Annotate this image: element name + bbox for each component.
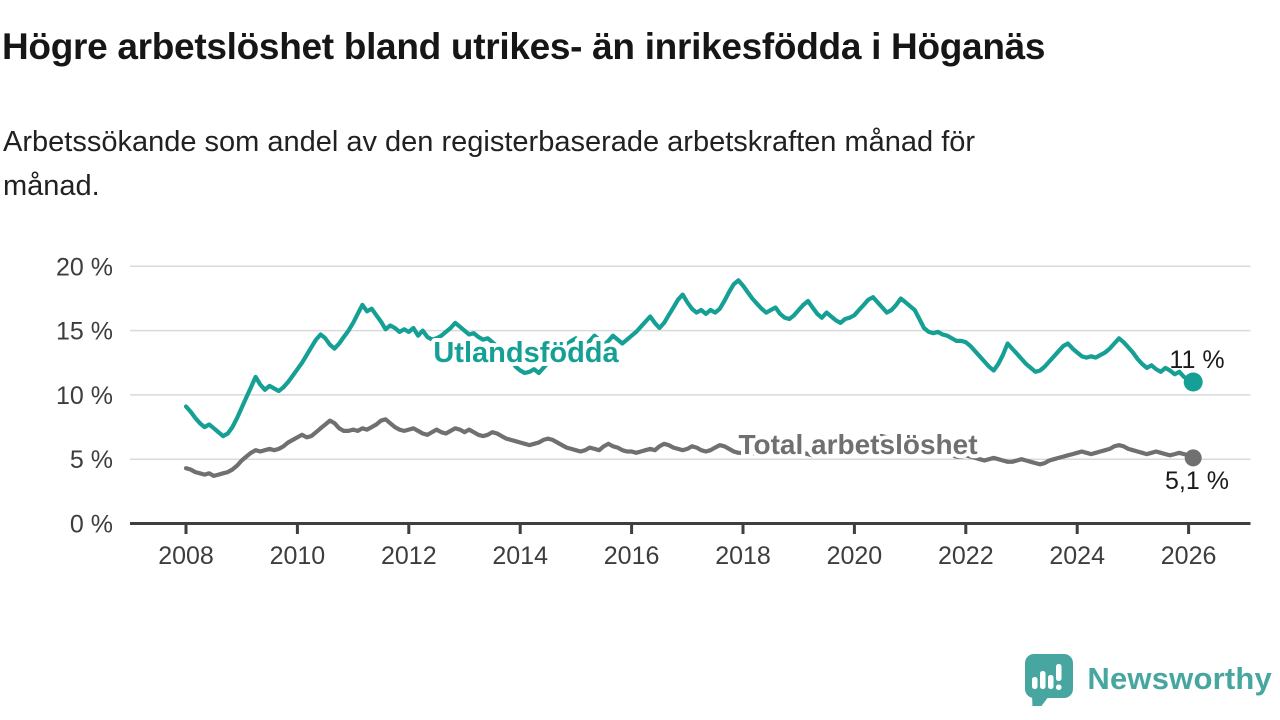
x-tick-label: 2020 [827, 542, 883, 570]
speech-bubble-tail [1032, 694, 1050, 706]
series-label-0: Utlandsfödda [433, 337, 619, 369]
x-tick-label: 2018 [715, 542, 771, 570]
series-line-0 [183, 278, 1196, 439]
series-end-dot-0 [1183, 372, 1203, 392]
bar-icon-medium [1040, 671, 1046, 689]
series-label-1: Total arbetslöshet [738, 429, 977, 460]
x-tick-label: 2022 [938, 542, 994, 570]
exclamation-bar-icon [1056, 664, 1062, 681]
x-tick-label: 2012 [381, 542, 437, 570]
y-tick-label: 0 % [70, 511, 113, 539]
x-tick-label: 2016 [604, 542, 660, 570]
y-tick-label: 20 % [56, 253, 113, 281]
chart-subtitle-line2: månad. [3, 170, 100, 202]
series-end-value-0: 11 % [1169, 346, 1224, 374]
chart-subtitle: Arbetssökande som andel av den registerb… [3, 120, 1223, 208]
chart-title: Högre arbetslöshet bland utrikes- än inr… [2, 26, 1046, 67]
x-tick-label: 2024 [1049, 542, 1105, 570]
bar-icon-large [1048, 675, 1054, 689]
series-end-dot-1 [1184, 449, 1202, 467]
x-tick-label: 2026 [1161, 542, 1217, 570]
newsworthy-logo: Newsworthy [1021, 652, 1272, 706]
y-tick-label: 5 % [70, 446, 113, 474]
series-end-value-1: 5,1 % [1165, 467, 1229, 495]
x-tick-label: 2014 [492, 542, 548, 570]
bar-icon-small [1032, 677, 1038, 689]
x-tick-label: 2010 [270, 542, 326, 570]
newsworthy-wordmark: Newsworthy [1087, 661, 1272, 696]
y-tick-label: 15 % [56, 318, 113, 346]
x-tick-label: 2008 [158, 542, 214, 570]
y-tick-label: 10 % [56, 382, 113, 410]
newsworthy-logo-icon [1025, 654, 1074, 706]
series-line-1 [183, 417, 1196, 478]
chart-subtitle-line1: Arbetssökande som andel av den registerb… [3, 126, 976, 158]
exclamation-dot-icon [1056, 684, 1062, 690]
